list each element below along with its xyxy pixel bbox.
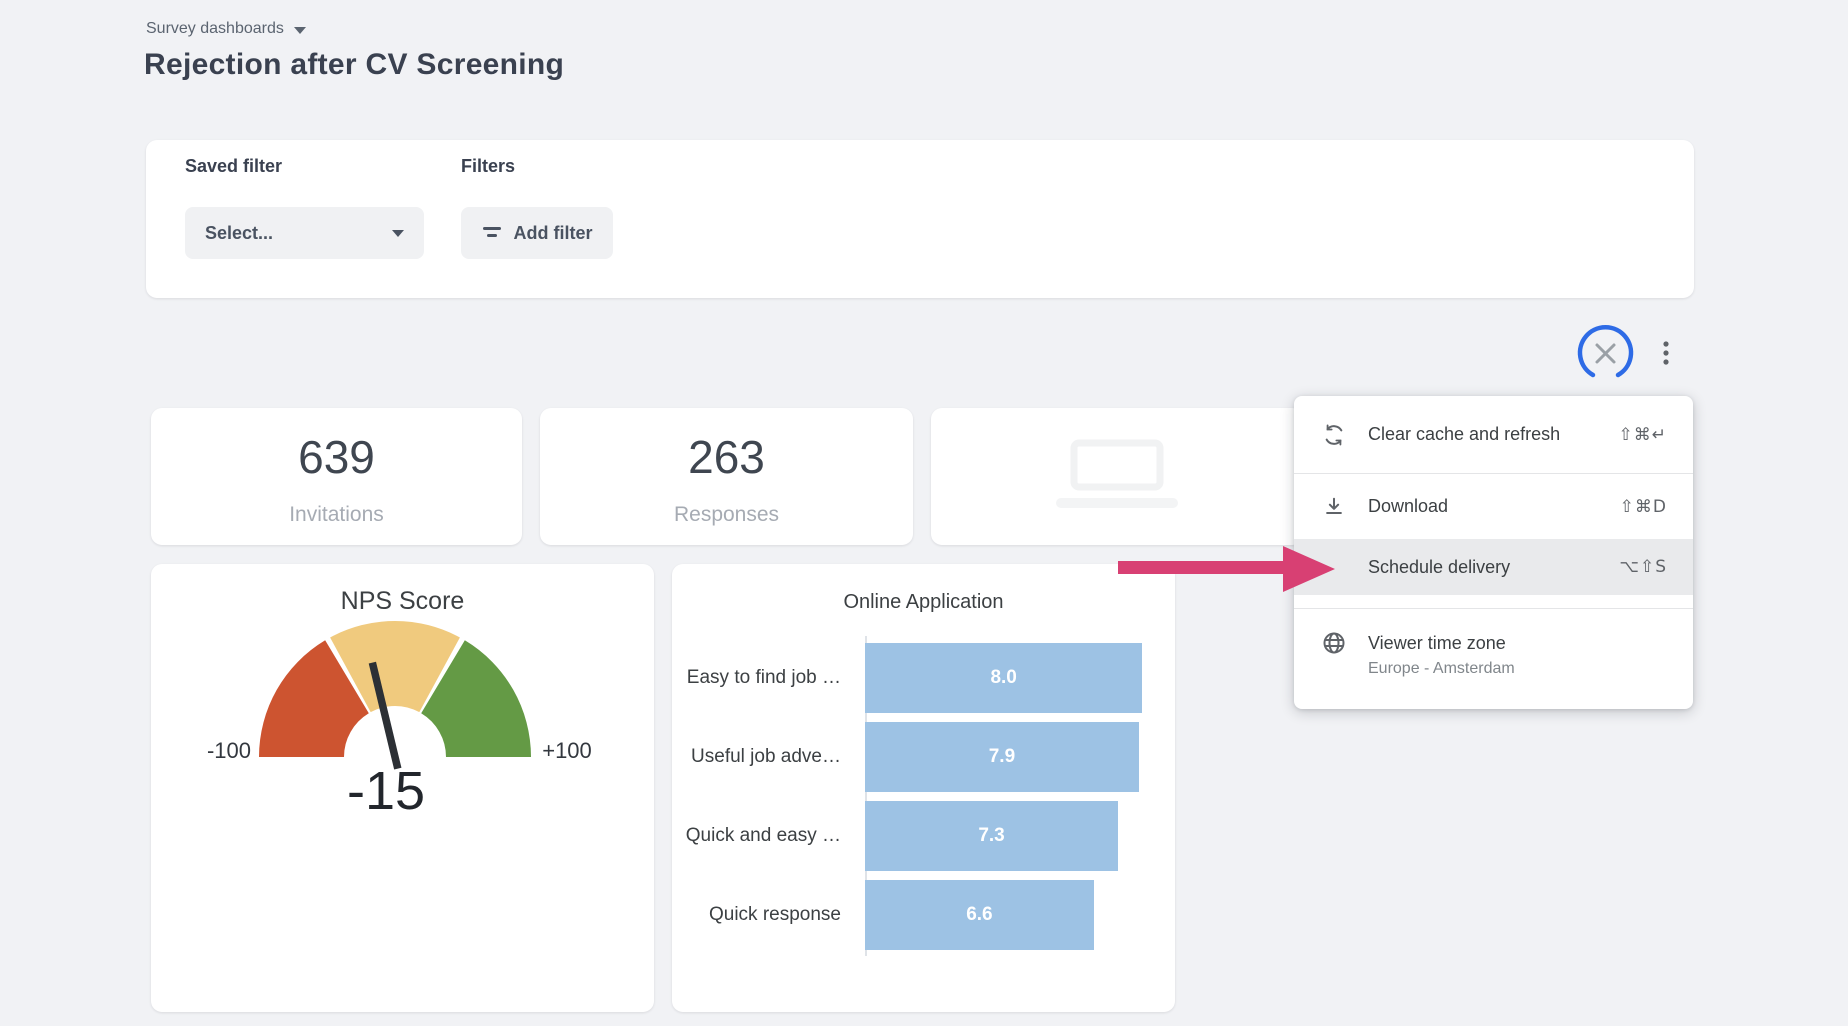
kpi-label: Invitations [289,503,384,526]
breadcrumb[interactable]: Survey dashboards [146,20,306,38]
add-filter-label: Add filter [513,222,593,243]
menu-item-shortcut: ⌥⇧S [1619,557,1667,577]
menu-item-shortcut: ⇧⌘↵ [1618,424,1667,445]
kpi-card-invitations[interactable]: 639 Invitations [151,408,522,545]
kpi-value: 639 [298,431,375,483]
menu-item-viewer-time-zone[interactable]: Viewer time zone Europe - Amsterdam [1294,609,1693,709]
kpi-card-responses[interactable]: 263 Responses [540,408,913,545]
saved-filter-value: Select... [205,222,274,243]
kpi-value: 263 [688,431,765,483]
bar[interactable]: 7.9 [865,721,1139,792]
gauge-segment [421,640,531,757]
gauge-segment [330,621,460,713]
gauge-max-label: +100 [542,738,592,763]
annotation-circle [1577,325,1634,378]
gauge-value: -15 [346,761,426,821]
chart-title: NPS Score [340,587,465,615]
breadcrumb-label: Survey dashboards [146,20,284,37]
menu-item-sublabel: Europe - Amsterdam [1368,660,1515,677]
menu-item-schedule-delivery[interactable]: Schedule delivery ⌥⇧S [1294,539,1693,595]
globe-icon [1322,631,1346,655]
menu-item-label: Schedule delivery [1368,556,1511,577]
gauge-segment [259,640,369,757]
page-title: Rejection after CV Screening [144,48,565,81]
menu-icon-spacer [1322,555,1346,579]
bar-row: Quick and easy … 7.3 [672,796,1175,875]
menu-spacer [1294,595,1693,608]
kpi-label: Responses [673,503,780,526]
filter-icon [482,227,501,237]
download-icon [1322,495,1346,519]
bar-value-label: 7.3 [978,824,1005,846]
menu-divider [1294,608,1693,609]
menu-item-download[interactable]: Download ⇧⌘D [1294,474,1693,539]
chevron-down-icon [293,26,306,34]
context-menu: Clear cache and refresh ⇧⌘↵ Download ⇧⌘D… [1294,396,1693,709]
bar-category-label: Quick response [708,903,841,925]
menu-divider [1294,473,1693,474]
bar-category-label: Useful job adve… [691,745,841,767]
kebab-icon [1663,341,1669,365]
nps-gauge [259,621,531,770]
menu-item-label: Clear cache and refresh [1368,424,1561,444]
add-filter-button[interactable]: Add filter [461,207,613,259]
menu-item-clear-cache-and-refresh[interactable]: Clear cache and refresh ⇧⌘↵ [1294,396,1693,473]
bar-row: Easy to find job … 8.0 [672,638,1175,717]
refresh-icon [1322,423,1346,447]
bar[interactable]: 8.0 [865,642,1143,713]
bar-chart: Easy to find job … 8.0 Useful job adve… 7.9… [672,638,1175,954]
chevron-down-icon [392,229,404,237]
more-options-button[interactable] [1654,337,1678,377]
online-application-card[interactable]: Online Application Easy to find job … 8.0… [672,564,1175,1012]
bar-category-label: Quick and easy … [685,824,841,846]
bar-value-label: 7.9 [988,745,1016,767]
bar-row: Quick response 6.6 [672,875,1175,954]
saved-filter-label: Saved filter [185,156,283,176]
saved-filter-select[interactable]: Select... [185,207,424,259]
filter-card: Saved filter Select... Filters Add filte… [146,140,1694,298]
close-icon [1595,343,1616,364]
bar[interactable]: 6.6 [865,879,1094,950]
bar-value-label: 8.0 [990,666,1017,688]
chart-title: Online Application [843,591,1004,613]
gauge-needle [368,661,402,770]
gauge-min-label: -100 [206,738,252,763]
bar-value-label: 6.6 [966,903,993,925]
laptop-icon [1056,439,1178,508]
kpi-card-empty[interactable] [931,408,1303,545]
bar-row: Useful job adve… 7.9 [672,717,1175,796]
close-button[interactable] [1577,325,1634,382]
menu-item-label: Viewer time zone [1368,633,1506,653]
menu-item-label: Download [1368,496,1449,516]
bar-axis [865,636,867,956]
nps-score-card[interactable]: NPS Score -100 +100 -15 [151,564,654,1012]
bar[interactable]: 7.3 [865,800,1119,871]
filters-label: Filters [461,156,516,176]
menu-item-shortcut: ⇧⌘D [1619,496,1667,517]
bar-category-label: Easy to find job … [686,666,841,688]
